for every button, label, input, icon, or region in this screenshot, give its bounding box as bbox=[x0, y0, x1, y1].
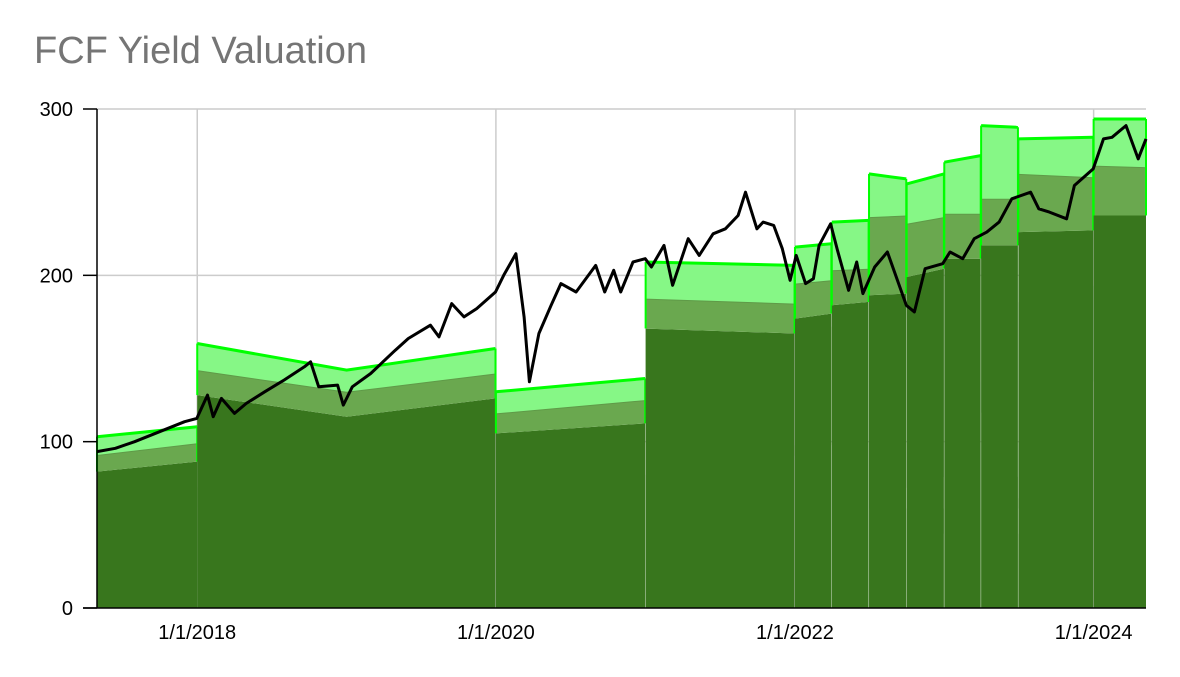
top-band-area bbox=[981, 125, 1018, 199]
top-band-edge bbox=[495, 377, 646, 394]
mid-band-area bbox=[97, 443, 198, 472]
base-area bbox=[869, 293, 907, 608]
mid-band-area bbox=[645, 298, 795, 334]
top-band-area bbox=[495, 378, 646, 414]
top-band-edge bbox=[794, 242, 832, 249]
top-band-area bbox=[645, 262, 795, 304]
top-band-area bbox=[795, 243, 832, 284]
mid-band-area bbox=[1093, 165, 1146, 216]
mid-band-area bbox=[944, 213, 981, 259]
base-area bbox=[1018, 230, 1094, 608]
y-tick-label: 200 bbox=[40, 265, 73, 287]
top-band-area bbox=[869, 173, 907, 218]
top-band-edge bbox=[868, 172, 907, 181]
top-band-edge bbox=[944, 154, 981, 164]
top-band-edge bbox=[1018, 135, 1094, 141]
top-band-edge bbox=[645, 260, 795, 267]
base-area bbox=[645, 328, 795, 608]
base-area bbox=[197, 395, 496, 608]
chart-title: FCF Yield Valuation bbox=[34, 30, 368, 72]
top-band-edge bbox=[906, 172, 945, 186]
base-area bbox=[495, 423, 646, 608]
base-area bbox=[981, 245, 1018, 608]
top-band-area bbox=[1018, 137, 1094, 178]
mid-band-area bbox=[495, 400, 646, 434]
price-line bbox=[96, 124, 1148, 454]
top-band-area bbox=[1093, 119, 1146, 168]
top-band-edge bbox=[831, 218, 869, 224]
x-tick-label: 1/1/2024 bbox=[1055, 622, 1133, 644]
mid-band-area bbox=[906, 217, 944, 277]
y-tick-label: 0 bbox=[62, 598, 73, 620]
top-band-area bbox=[97, 426, 198, 455]
valuation-bands bbox=[96, 117, 1147, 608]
top-band-area bbox=[197, 343, 496, 392]
price-line-layer bbox=[96, 124, 1148, 454]
x-tick-label: 1/1/2020 bbox=[457, 622, 535, 644]
mid-band-area bbox=[795, 280, 832, 319]
x-tick-label: 1/1/2018 bbox=[158, 622, 236, 644]
base-area bbox=[97, 461, 198, 608]
base-area bbox=[831, 301, 869, 608]
top-band-edge bbox=[96, 425, 198, 439]
base-area bbox=[944, 258, 981, 608]
y-tick-label: 100 bbox=[40, 432, 73, 454]
tick-labels: 0 100 200 300 1/1/2018 1/1/2020 1/1/2022 1/1/20… bbox=[40, 99, 1133, 644]
axes bbox=[83, 108, 1146, 609]
y-tick-label: 300 bbox=[40, 99, 73, 121]
base-area bbox=[906, 268, 944, 608]
base-area bbox=[794, 313, 832, 608]
top-band-edge bbox=[196, 342, 496, 372]
top-band-area bbox=[906, 173, 944, 224]
base-area bbox=[1093, 215, 1146, 608]
mid-band-area bbox=[1018, 173, 1094, 233]
top-band-area bbox=[944, 155, 981, 214]
top-band-edge bbox=[981, 124, 1018, 129]
x-tick-label: 1/1/2022 bbox=[756, 622, 834, 644]
